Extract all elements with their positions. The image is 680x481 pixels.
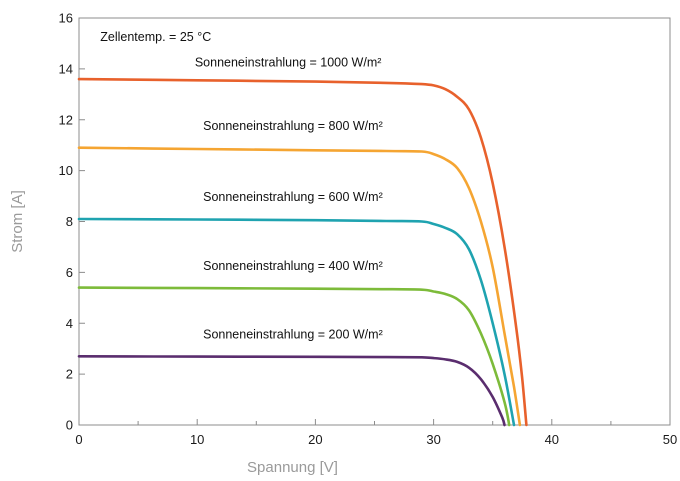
x-axis-label: Spannung [V] bbox=[247, 459, 338, 476]
y-axis-label: Strom [A] bbox=[9, 190, 26, 253]
series-line-3 bbox=[77, 217, 516, 427]
x-tick-label: 40 bbox=[545, 432, 559, 447]
series-line-5 bbox=[77, 355, 506, 427]
annotation-4: Sonneneinstrahlung = 600 W/m² bbox=[203, 190, 383, 204]
axis-ticks bbox=[78, 17, 671, 426]
annotation-3: Sonneneinstrahlung = 800 W/m² bbox=[203, 119, 383, 133]
y-tick-label: 0 bbox=[66, 418, 73, 433]
annotation-6: Sonneneinstrahlung = 200 W/m² bbox=[203, 328, 383, 342]
annotation-2: Sonneneinstrahlung = 1000 W/m² bbox=[195, 55, 382, 69]
series-line-4 bbox=[77, 286, 511, 427]
y-tick-label: 2 bbox=[66, 367, 73, 382]
x-tick-label: 30 bbox=[426, 432, 440, 447]
axis-tick-labels: 0 2 4 6 8 10 12 14 16 0 10 20 30 40 50 bbox=[59, 11, 678, 448]
y-tick-label: 4 bbox=[66, 316, 73, 331]
annotation-1: Zellentemp. = 25 °C bbox=[100, 30, 211, 44]
x-tick-label: 50 bbox=[663, 432, 677, 447]
series-line-1 bbox=[77, 77, 528, 427]
y-tick-label: 10 bbox=[59, 163, 73, 178]
series-line-2 bbox=[77, 146, 522, 427]
y-tick-label: 16 bbox=[59, 11, 73, 26]
y-tick-label: 14 bbox=[59, 61, 73, 76]
x-tick-label: 0 bbox=[75, 432, 82, 447]
chart-annotations: Zellentemp. = 25 °C Sonneneinstrahlung = … bbox=[100, 30, 382, 342]
annotation-5: Sonneneinstrahlung = 400 W/m² bbox=[203, 259, 383, 273]
y-tick-label: 8 bbox=[66, 214, 73, 229]
series-lines bbox=[77, 77, 528, 427]
y-tick-label: 6 bbox=[66, 265, 73, 280]
x-tick-label: 20 bbox=[308, 432, 322, 447]
x-tick-label: 10 bbox=[190, 432, 204, 447]
y-tick-label: 12 bbox=[59, 112, 73, 127]
